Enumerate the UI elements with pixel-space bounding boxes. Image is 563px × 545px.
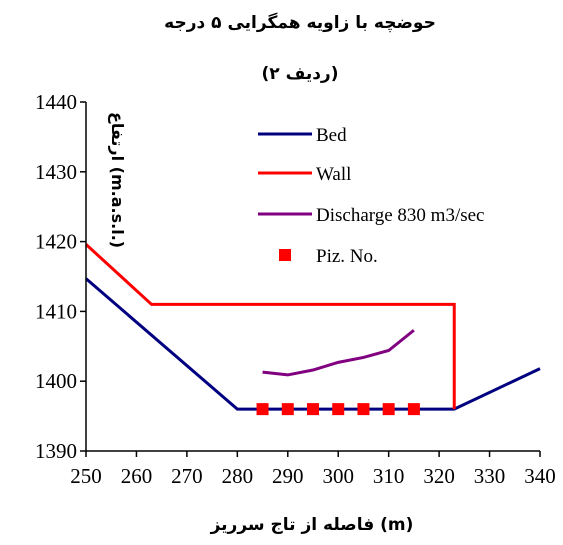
plot-area: 1390 1400 1410 1420 1430 1440 250 260 270 280 290 3… [35,90,556,488]
piz-marker [256,403,269,416]
x-tick-label: 250 [70,464,102,488]
legend-swatch-piz [279,249,291,261]
x-tick-label: 300 [322,464,354,488]
x-tick-label: 260 [121,464,153,488]
series-layer [84,243,541,416]
piz-marker [357,403,370,416]
chart-title: حوضچه با زاویه همگرایی ۵ درجه [164,12,436,33]
y-tick-label: 1420 [35,230,77,254]
piz-marker [307,403,319,416]
y-tick-label: 1410 [35,299,77,323]
x-tick-label: 280 [222,464,254,488]
y-tick-label: 1440 [35,90,77,114]
y-tick-label: 1430 [35,160,77,184]
x-tick-label: 270 [171,464,203,488]
chart-subtitle: (ردیف ۲) [261,64,338,84]
x-tick-label: 310 [373,464,405,488]
piz-marker [281,403,294,416]
x-tick-label: 320 [423,464,455,488]
x-tick-label: 340 [524,464,556,488]
x-tick-label: 330 [474,464,506,488]
legend-label-discharge: Discharge 830 m3/sec [316,205,485,226]
legend-label-bed: Bed [316,125,347,146]
series-line-discharge-830-m3-sec [262,329,415,377]
legend-label-wall: Wall [316,164,351,185]
series-line-bed [85,277,541,411]
x-tick-label: 290 [272,464,304,488]
y-axis-label: ارتفاع (m.a.s.l.) [108,112,127,248]
piz-marker [407,403,420,416]
piz-marker [332,403,345,416]
y-tick-label: 1390 [35,439,77,463]
y-tick-label: 1400 [35,369,77,393]
legend: Bed Wall Discharge 830 m3/sec Piz. No. [258,125,485,267]
ticks-layer: 1390 1400 1410 1420 1430 1440 250 260 270 280 290 3… [35,90,556,488]
x-axis-label: فاصله از تاج سرریز (m) [210,515,414,535]
series-line-wall [84,243,456,410]
piz-marker [382,403,395,416]
axes-layer [85,102,540,452]
legend-label-piz: Piz. No. [316,246,378,267]
